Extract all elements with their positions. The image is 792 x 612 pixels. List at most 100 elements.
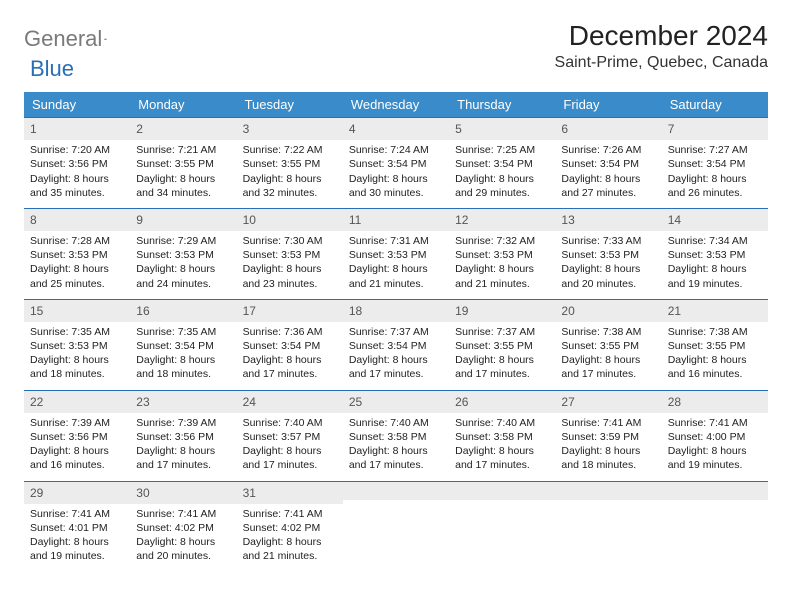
empty-day xyxy=(555,481,661,500)
calendar-cell: 25Sunrise: 7:40 AMSunset: 3:58 PMDayligh… xyxy=(343,390,449,481)
calendar-cell xyxy=(662,481,768,572)
day-details: Sunrise: 7:35 AMSunset: 3:53 PMDaylight:… xyxy=(24,322,130,390)
calendar-cell: 22Sunrise: 7:39 AMSunset: 3:56 PMDayligh… xyxy=(24,390,130,481)
day-details: Sunrise: 7:24 AMSunset: 3:54 PMDaylight:… xyxy=(343,140,449,208)
calendar-cell: 14Sunrise: 7:34 AMSunset: 3:53 PMDayligh… xyxy=(662,208,768,299)
day-details: Sunrise: 7:41 AMSunset: 4:02 PMDaylight:… xyxy=(130,504,236,572)
day-details: Sunrise: 7:21 AMSunset: 3:55 PMDaylight:… xyxy=(130,140,236,208)
day-number: 16 xyxy=(130,299,236,322)
calendar-cell: 12Sunrise: 7:32 AMSunset: 3:53 PMDayligh… xyxy=(449,208,555,299)
day-details: Sunrise: 7:20 AMSunset: 3:56 PMDaylight:… xyxy=(24,140,130,208)
empty-day xyxy=(343,481,449,500)
day-details: Sunrise: 7:41 AMSunset: 3:59 PMDaylight:… xyxy=(555,413,661,481)
page-title: December 2024 xyxy=(555,20,768,52)
empty-day xyxy=(662,481,768,500)
calendar-cell xyxy=(343,481,449,572)
calendar-cell: 7Sunrise: 7:27 AMSunset: 3:54 PMDaylight… xyxy=(662,117,768,208)
day-details: Sunrise: 7:41 AMSunset: 4:01 PMDaylight:… xyxy=(24,504,130,572)
day-header: Saturday xyxy=(662,92,768,117)
day-details: Sunrise: 7:40 AMSunset: 3:58 PMDaylight:… xyxy=(449,413,555,481)
day-number: 31 xyxy=(237,481,343,504)
day-number: 30 xyxy=(130,481,236,504)
day-details: Sunrise: 7:27 AMSunset: 3:54 PMDaylight:… xyxy=(662,140,768,208)
calendar-cell: 30Sunrise: 7:41 AMSunset: 4:02 PMDayligh… xyxy=(130,481,236,572)
calendar-cell: 16Sunrise: 7:35 AMSunset: 3:54 PMDayligh… xyxy=(130,299,236,390)
calendar-cell: 27Sunrise: 7:41 AMSunset: 3:59 PMDayligh… xyxy=(555,390,661,481)
day-number: 27 xyxy=(555,390,661,413)
day-details: Sunrise: 7:37 AMSunset: 3:54 PMDaylight:… xyxy=(343,322,449,390)
day-details: Sunrise: 7:39 AMSunset: 3:56 PMDaylight:… xyxy=(24,413,130,481)
calendar-cell xyxy=(449,481,555,572)
calendar-cell xyxy=(555,481,661,572)
day-header: Friday xyxy=(555,92,661,117)
day-details: Sunrise: 7:41 AMSunset: 4:02 PMDaylight:… xyxy=(237,504,343,572)
day-details: Sunrise: 7:35 AMSunset: 3:54 PMDaylight:… xyxy=(130,322,236,390)
calendar-cell: 6Sunrise: 7:26 AMSunset: 3:54 PMDaylight… xyxy=(555,117,661,208)
day-details: Sunrise: 7:33 AMSunset: 3:53 PMDaylight:… xyxy=(555,231,661,299)
calendar-cell: 19Sunrise: 7:37 AMSunset: 3:55 PMDayligh… xyxy=(449,299,555,390)
day-number: 13 xyxy=(555,208,661,231)
day-number: 20 xyxy=(555,299,661,322)
calendar-cell: 15Sunrise: 7:35 AMSunset: 3:53 PMDayligh… xyxy=(24,299,130,390)
day-number: 14 xyxy=(662,208,768,231)
day-details: Sunrise: 7:40 AMSunset: 3:58 PMDaylight:… xyxy=(343,413,449,481)
day-number: 2 xyxy=(130,117,236,140)
day-details: Sunrise: 7:25 AMSunset: 3:54 PMDaylight:… xyxy=(449,140,555,208)
day-number: 12 xyxy=(449,208,555,231)
day-number: 7 xyxy=(662,117,768,140)
day-number: 19 xyxy=(449,299,555,322)
logo-text-blue: Blue xyxy=(30,56,74,82)
day-number: 25 xyxy=(343,390,449,413)
calendar-cell: 18Sunrise: 7:37 AMSunset: 3:54 PMDayligh… xyxy=(343,299,449,390)
day-number: 21 xyxy=(662,299,768,322)
calendar-cell: 13Sunrise: 7:33 AMSunset: 3:53 PMDayligh… xyxy=(555,208,661,299)
day-number: 17 xyxy=(237,299,343,322)
day-details: Sunrise: 7:38 AMSunset: 3:55 PMDaylight:… xyxy=(555,322,661,390)
day-header: Thursday xyxy=(449,92,555,117)
day-number: 24 xyxy=(237,390,343,413)
calendar-cell: 31Sunrise: 7:41 AMSunset: 4:02 PMDayligh… xyxy=(237,481,343,572)
empty-day xyxy=(449,481,555,500)
calendar-cell: 5Sunrise: 7:25 AMSunset: 3:54 PMDaylight… xyxy=(449,117,555,208)
calendar-cell: 24Sunrise: 7:40 AMSunset: 3:57 PMDayligh… xyxy=(237,390,343,481)
day-details: Sunrise: 7:32 AMSunset: 3:53 PMDaylight:… xyxy=(449,231,555,299)
logo: General xyxy=(24,26,124,52)
day-number: 29 xyxy=(24,481,130,504)
location: Saint-Prime, Quebec, Canada xyxy=(555,54,768,72)
calendar-cell: 17Sunrise: 7:36 AMSunset: 3:54 PMDayligh… xyxy=(237,299,343,390)
day-details: Sunrise: 7:39 AMSunset: 3:56 PMDaylight:… xyxy=(130,413,236,481)
day-number: 6 xyxy=(555,117,661,140)
day-number: 8 xyxy=(24,208,130,231)
calendar-cell: 1Sunrise: 7:20 AMSunset: 3:56 PMDaylight… xyxy=(24,117,130,208)
calendar-cell: 23Sunrise: 7:39 AMSunset: 3:56 PMDayligh… xyxy=(130,390,236,481)
day-number: 3 xyxy=(237,117,343,140)
day-number: 22 xyxy=(24,390,130,413)
calendar-cell: 21Sunrise: 7:38 AMSunset: 3:55 PMDayligh… xyxy=(662,299,768,390)
day-header: Sunday xyxy=(24,92,130,117)
day-details: Sunrise: 7:34 AMSunset: 3:53 PMDaylight:… xyxy=(662,231,768,299)
day-details: Sunrise: 7:26 AMSunset: 3:54 PMDaylight:… xyxy=(555,140,661,208)
day-details: Sunrise: 7:22 AMSunset: 3:55 PMDaylight:… xyxy=(237,140,343,208)
day-details: Sunrise: 7:29 AMSunset: 3:53 PMDaylight:… xyxy=(130,231,236,299)
calendar-cell: 4Sunrise: 7:24 AMSunset: 3:54 PMDaylight… xyxy=(343,117,449,208)
day-details: Sunrise: 7:40 AMSunset: 3:57 PMDaylight:… xyxy=(237,413,343,481)
day-details: Sunrise: 7:28 AMSunset: 3:53 PMDaylight:… xyxy=(24,231,130,299)
calendar-table: SundayMondayTuesdayWednesdayThursdayFrid… xyxy=(24,92,768,571)
day-header: Tuesday xyxy=(237,92,343,117)
day-number: 9 xyxy=(130,208,236,231)
day-number: 5 xyxy=(449,117,555,140)
day-number: 11 xyxy=(343,208,449,231)
day-number: 10 xyxy=(237,208,343,231)
logo-sail-icon xyxy=(104,32,107,46)
day-header: Wednesday xyxy=(343,92,449,117)
day-details: Sunrise: 7:31 AMSunset: 3:53 PMDaylight:… xyxy=(343,231,449,299)
day-details: Sunrise: 7:38 AMSunset: 3:55 PMDaylight:… xyxy=(662,322,768,390)
calendar-cell: 9Sunrise: 7:29 AMSunset: 3:53 PMDaylight… xyxy=(130,208,236,299)
day-number: 26 xyxy=(449,390,555,413)
calendar-cell: 10Sunrise: 7:30 AMSunset: 3:53 PMDayligh… xyxy=(237,208,343,299)
logo-text-general: General xyxy=(24,26,102,52)
day-header: Monday xyxy=(130,92,236,117)
calendar-cell: 20Sunrise: 7:38 AMSunset: 3:55 PMDayligh… xyxy=(555,299,661,390)
calendar-cell: 8Sunrise: 7:28 AMSunset: 3:53 PMDaylight… xyxy=(24,208,130,299)
calendar-cell: 11Sunrise: 7:31 AMSunset: 3:53 PMDayligh… xyxy=(343,208,449,299)
